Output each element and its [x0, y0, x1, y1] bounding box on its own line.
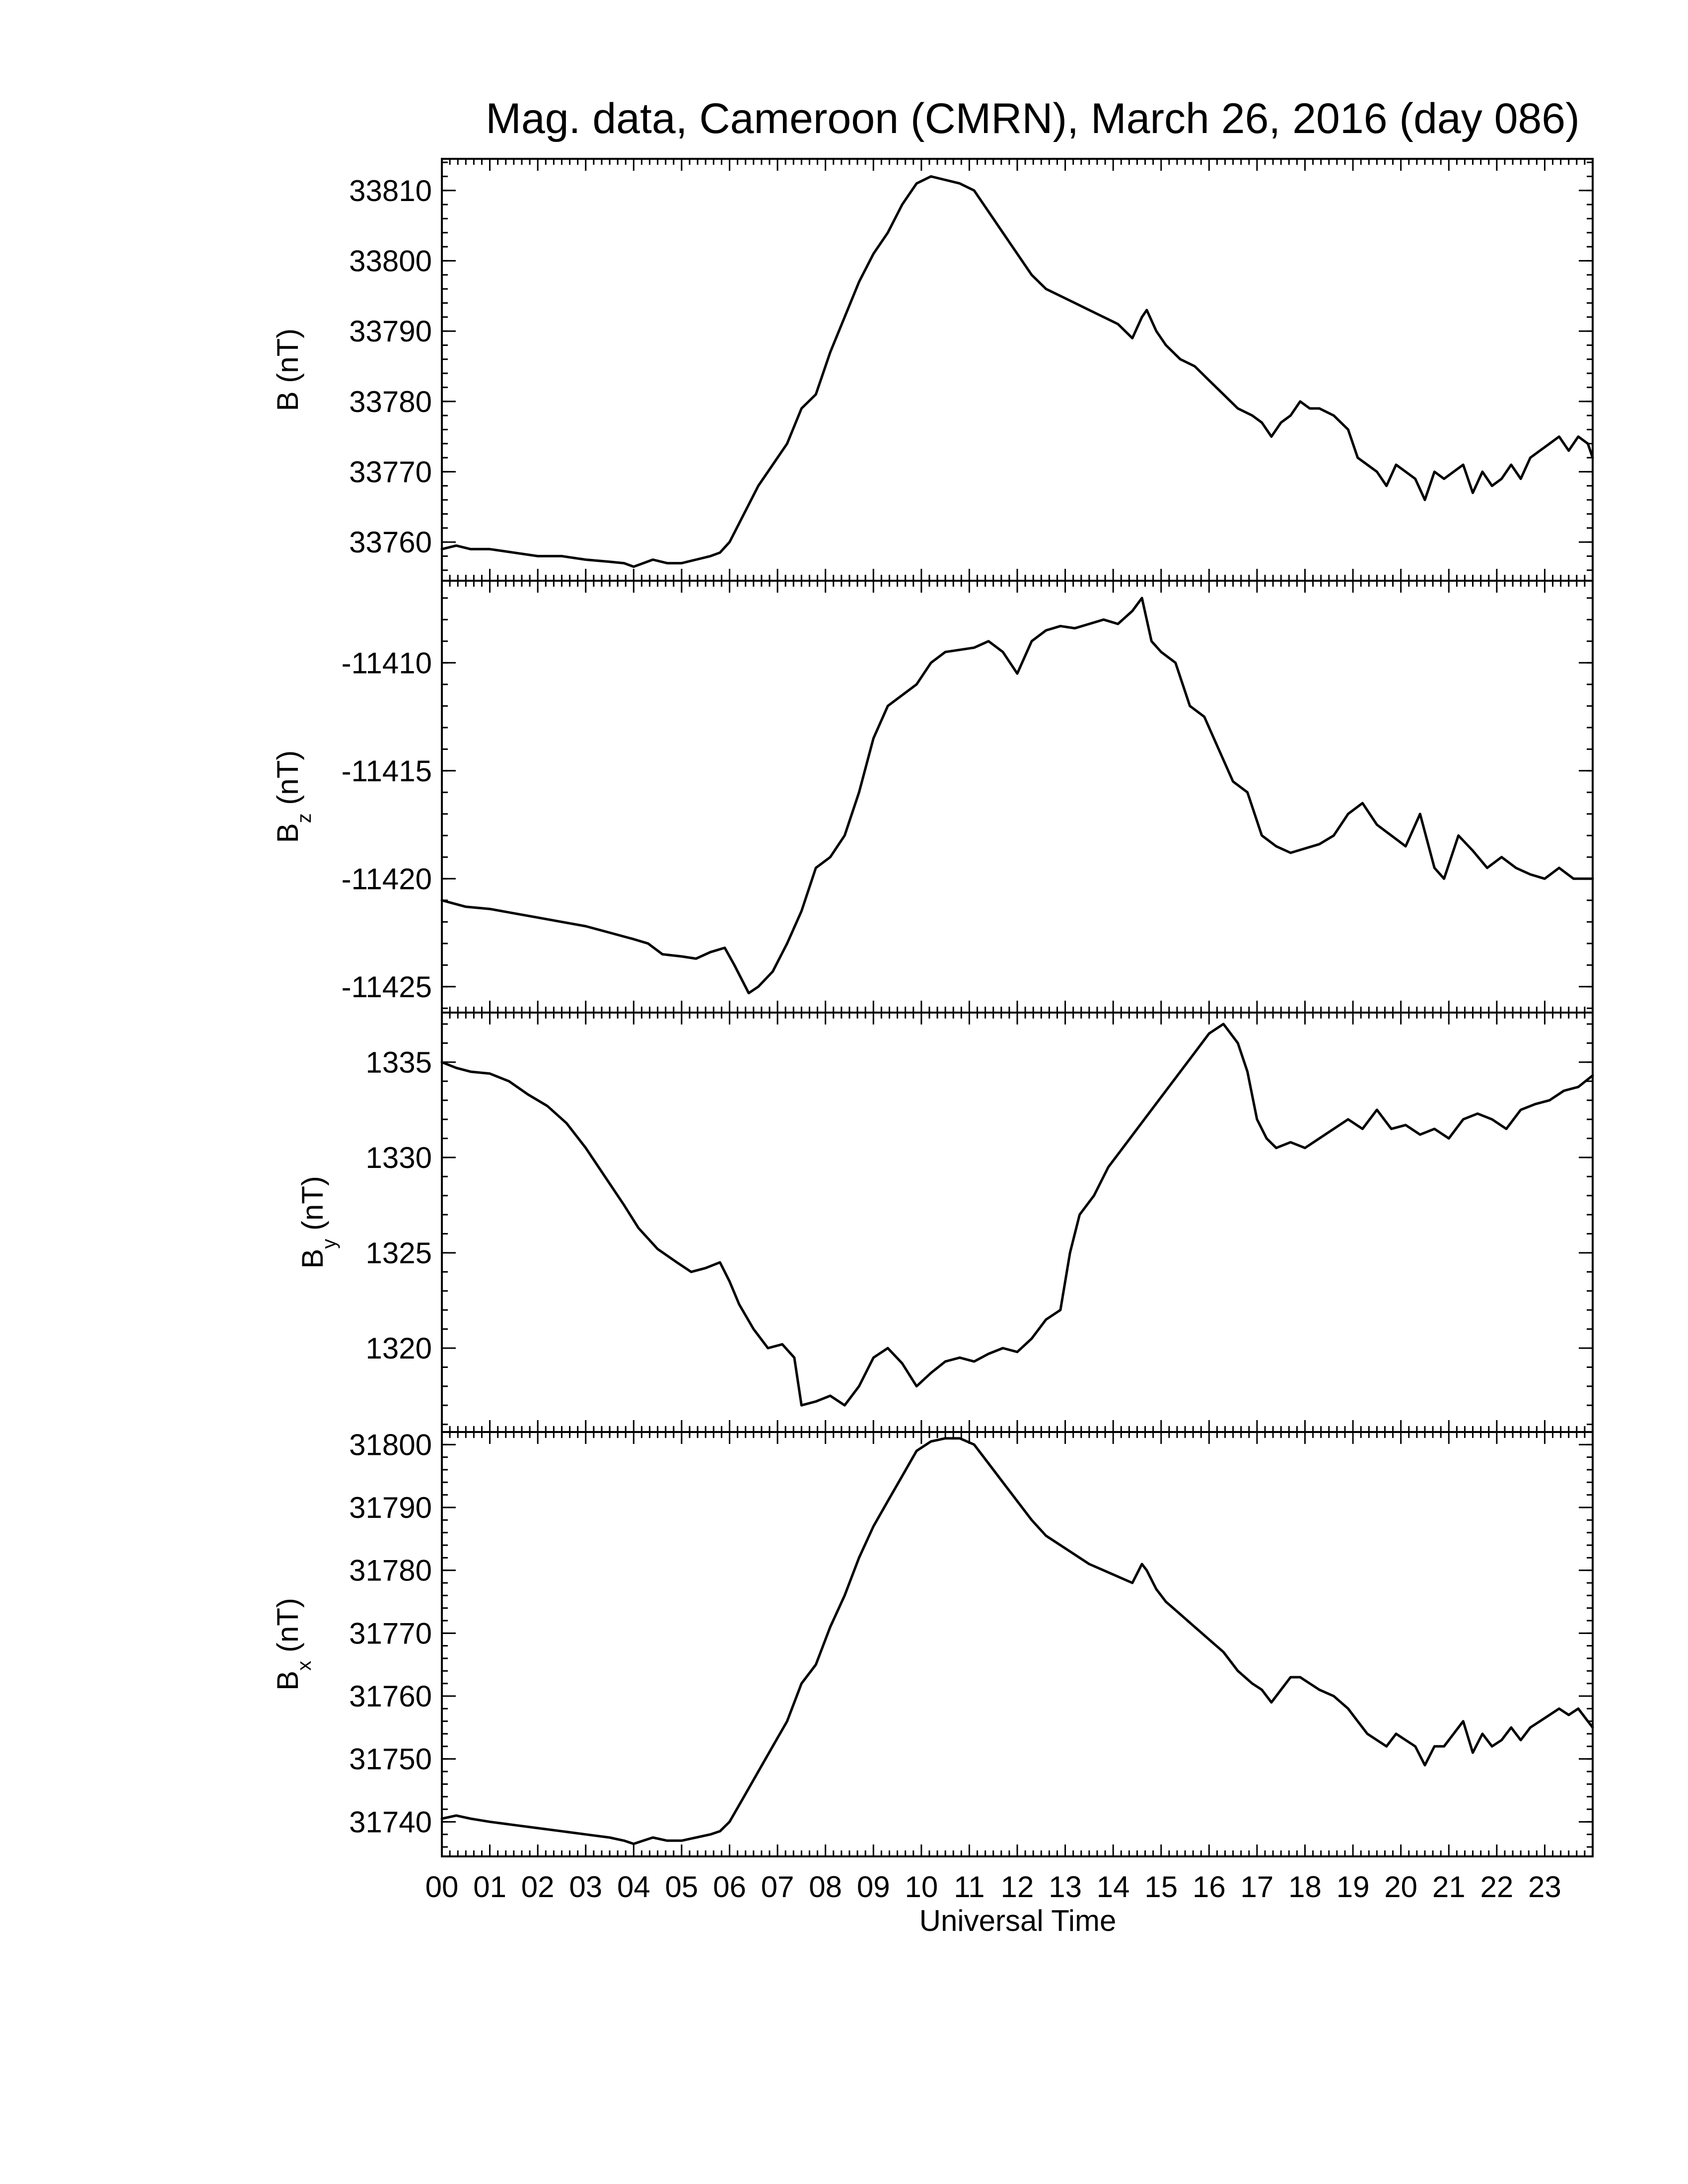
y-tick-label: 33790	[349, 315, 432, 348]
y-tick-label: 33780	[349, 385, 432, 418]
x-tick-label: 12	[1001, 1870, 1034, 1904]
y-tick-label: 33760	[349, 526, 432, 559]
y-tick-label: 33770	[349, 455, 432, 488]
y-axis-label: Bz (nT)	[271, 751, 315, 843]
x-tick-label: 16	[1193, 1870, 1226, 1904]
y-tick-label: 1330	[366, 1141, 432, 1174]
y-tick-label: 31770	[349, 1617, 432, 1650]
y-tick-label: 1325	[366, 1236, 432, 1270]
x-tick-label: 07	[761, 1870, 794, 1904]
y-tick-label: -11415	[342, 754, 432, 788]
series-line-Bx-0	[440, 1437, 1594, 1845]
y-tick-label: 1320	[366, 1332, 432, 1365]
x-tick-label: 09	[857, 1870, 890, 1904]
x-axis-label: Universal Time	[919, 1904, 1117, 1937]
x-tick-label: 03	[569, 1870, 602, 1904]
series-line-By-0	[440, 1023, 1594, 1407]
y-axis-label: By (nT)	[296, 1176, 340, 1269]
x-tick-label: 04	[617, 1870, 650, 1904]
x-tick-label: 02	[521, 1870, 555, 1904]
y-axis-label: Bx (nT)	[271, 1598, 315, 1691]
y-tick-label: 31800	[349, 1428, 432, 1461]
panel-frame	[441, 580, 1594, 1014]
panel-frame	[441, 158, 1594, 582]
panel-Bz: -11425 -11420 -11415 -11410 Bz (nT)	[271, 580, 1594, 1014]
y-tick-label: 1335	[366, 1046, 432, 1079]
y-axis-label: B (nT)	[271, 329, 304, 411]
x-tick-label: 20	[1384, 1870, 1417, 1904]
x-tick-label: 22	[1480, 1870, 1513, 1904]
x-tick-label: 19	[1336, 1870, 1370, 1904]
x-tick-label: 00	[425, 1870, 459, 1904]
panels-group: 33760 33770 33780 33790 33800 33810 B (nT) -114…	[271, 158, 1594, 1857]
x-tick-label: 05	[665, 1870, 699, 1904]
x-tick-label: 14	[1097, 1870, 1130, 1904]
y-tick-label: 31780	[349, 1554, 432, 1587]
x-tick-label: 18	[1288, 1870, 1322, 1904]
x-tick-label: 01	[473, 1870, 506, 1904]
panel-By: 1320 1325 1330 1335 By (nT)	[296, 1012, 1594, 1433]
panel-B: 33760 33770 33780 33790 33800 33810 B (nT)	[271, 158, 1594, 582]
x-tick-label: 10	[905, 1870, 938, 1904]
y-tick-label: 31740	[349, 1805, 432, 1839]
y-tick-label: 33810	[349, 174, 432, 207]
x-tick-label: 15	[1144, 1870, 1178, 1904]
series-line-Bz-0	[440, 597, 1594, 995]
panel-Bx: 31740 31750 31760 31770 31780 31790 31800 Bx (n…	[271, 1428, 1594, 1857]
y-tick-label: 31750	[349, 1743, 432, 1776]
y-tick-label: -11420	[342, 862, 432, 895]
y-tick-label: -11410	[342, 646, 432, 680]
series-line-B-0	[440, 175, 1594, 568]
x-tick-label: 17	[1241, 1870, 1274, 1904]
chart-title: Mag. data, Cameroon (CMRN), March 26, 20…	[486, 95, 1580, 142]
y-tick-label: 31760	[349, 1680, 432, 1713]
panel-frame	[441, 1012, 1594, 1433]
x-tick-labels: 00 01 02 03 04 05 06 07 08 09 10 11 12 13 14 15 16 17 18 19…	[425, 1870, 1561, 1904]
x-tick-label: 13	[1049, 1870, 1082, 1904]
x-tick-label: 06	[713, 1870, 746, 1904]
x-tick-label: 23	[1528, 1870, 1561, 1904]
y-tick-label: 31790	[349, 1491, 432, 1524]
y-tick-label: 33800	[349, 244, 432, 277]
x-tick-label: 11	[954, 1870, 985, 1904]
y-tick-label: -11425	[342, 970, 432, 1004]
x-tick-label: 08	[809, 1870, 842, 1904]
panel-frame	[441, 1431, 1594, 1857]
x-tick-label: 21	[1432, 1870, 1466, 1904]
